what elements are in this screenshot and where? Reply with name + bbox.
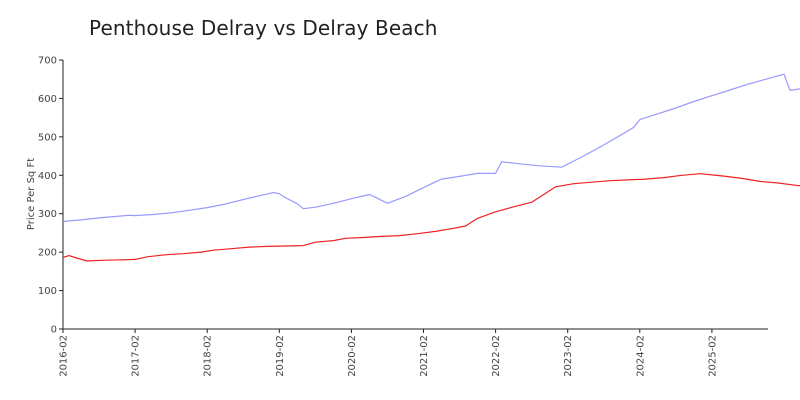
x-tick-label: 2025-02 <box>707 335 718 377</box>
x-tick-label: 2024-02 <box>635 335 646 377</box>
y-tick-label: 700 <box>38 56 57 67</box>
chart-title: Penthouse Delray vs Delray Beach <box>89 16 438 40</box>
chart-series-layer <box>62 73 800 262</box>
x-tick-label: 2022-02 <box>491 335 502 377</box>
y-tick-label: 500 <box>38 132 57 143</box>
series-line-2 <box>62 173 800 262</box>
x-tick-label: 2017-02 <box>131 335 142 377</box>
chart-axes: 0 100 200 300 400 500 600 700 2016-02 2017-02 2018… <box>38 56 768 377</box>
series-line-1 <box>62 73 800 222</box>
y-tick-label: 200 <box>38 248 57 259</box>
x-tick-label: 2021-02 <box>419 335 430 377</box>
y-tick-label: 400 <box>38 171 57 182</box>
y-tick-label: 300 <box>38 209 57 220</box>
x-tick-label: 2019-02 <box>275 335 286 377</box>
x-tick-label: 2016-02 <box>59 335 70 377</box>
y-tick-label: 100 <box>38 286 57 297</box>
x-tick-label: 2023-02 <box>563 335 574 377</box>
x-tick-label: 2018-02 <box>203 335 214 377</box>
y-axis-label: Price Per Sq Ft <box>26 158 37 230</box>
y-tick-label: 0 <box>51 325 57 336</box>
x-tick-label: 2020-02 <box>347 335 358 377</box>
y-tick-label: 600 <box>38 94 57 105</box>
